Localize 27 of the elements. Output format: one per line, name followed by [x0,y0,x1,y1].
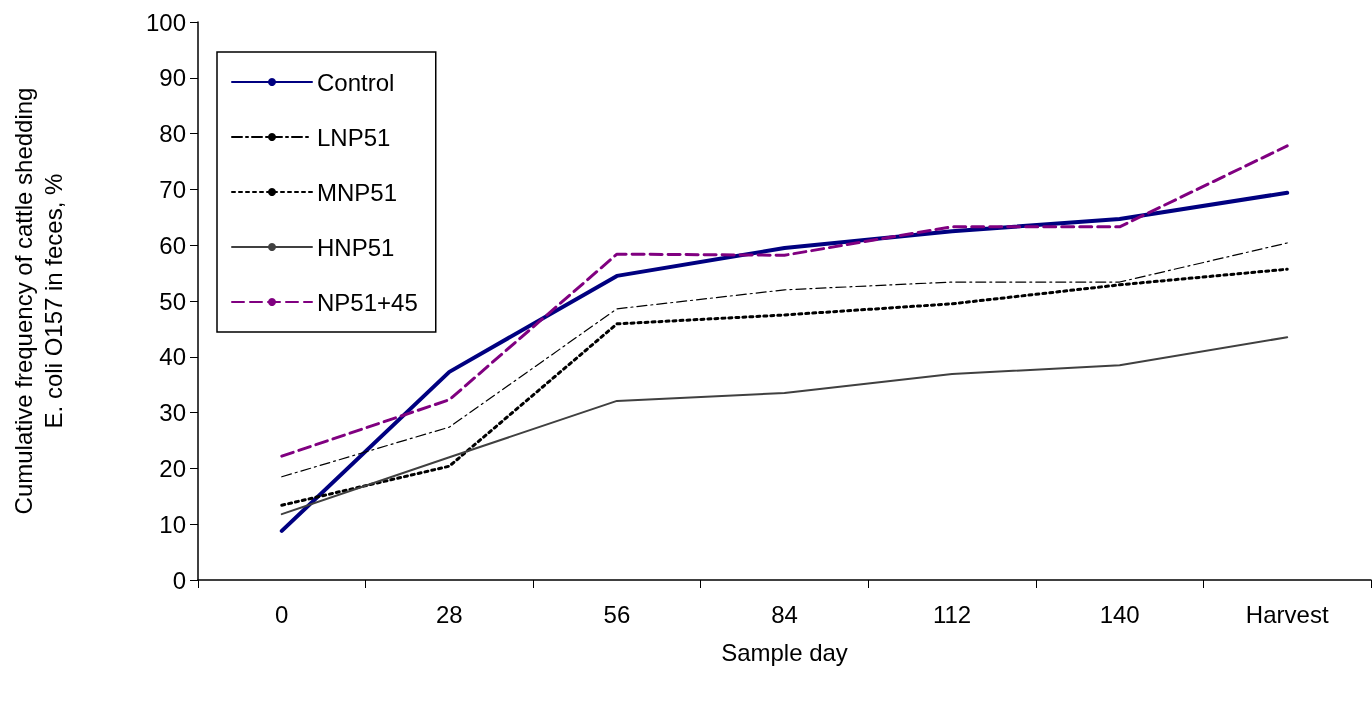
y-tick-label: 0 [172,566,186,594]
x-tick-label: 28 [436,600,463,628]
legend-label: LNP51 [317,123,391,151]
x-axis-title: Sample day [721,638,848,666]
y-tick-label: 90 [159,64,186,92]
x-tick-label: 0 [275,600,289,628]
legend-label: HNP51 [317,233,395,261]
y-tick-label: 80 [159,120,186,148]
x-tick-label: 140 [1099,600,1140,628]
legend-label: Control [317,68,395,96]
x-tick-label: 56 [603,600,631,628]
line-series [280,336,1289,516]
legend-label: MNP51 [317,178,398,206]
y-tick-label: 20 [159,454,186,482]
y-tick-label: 40 [159,343,186,371]
x-tick-label: Harvest [1245,600,1329,628]
x-tick-label: 84 [771,600,798,628]
y-tick-label: 100 [145,8,186,36]
y-axis-title: Cumulative frequency of cattle shedding E. coli O157 in feces, % [9,87,67,515]
legend-label: NP51+45 [317,288,418,316]
y-tick-label: 30 [159,399,186,427]
y-tick-label: 10 [159,510,186,538]
y-tick-label: 70 [159,175,186,203]
line-series [280,144,1289,458]
y-tick-label: 60 [159,231,186,259]
y-tick-label: 50 [159,287,186,315]
x-tick-label: 112 [932,600,972,628]
